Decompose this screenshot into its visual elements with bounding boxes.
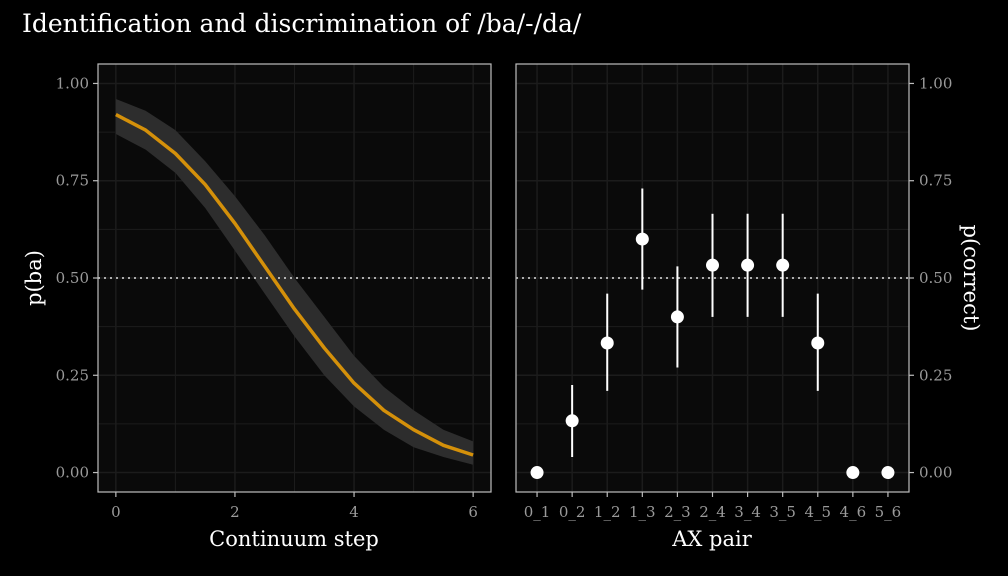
data-point (670, 310, 684, 324)
right-y-axis-title: p(correct) (959, 225, 983, 332)
right-x-tick-label: 1_3 (629, 503, 656, 521)
left-y-tick-label: 0.25 (56, 366, 89, 384)
chart-title: Identification and discrimination of /ba… (22, 9, 582, 38)
left-y-tick-label: 0.50 (56, 269, 89, 287)
right-x-tick-label: 4_6 (840, 503, 867, 521)
right-x-tick-label: 0_2 (559, 503, 586, 521)
data-point (635, 232, 649, 246)
left-y-tick-label: 1.00 (56, 74, 89, 92)
discrimination-panel: 0.00 0.25 0.50 0.75 1.00 0_1 0_2 1_2 1_3 2_3 2_4 3_… (515, 63, 952, 521)
data-point (811, 336, 825, 350)
data-point (741, 258, 755, 272)
data-point (600, 336, 614, 350)
confidence-ribbon (115, 99, 474, 465)
data-point (776, 258, 790, 272)
left-x-axis-title: Continuum step (209, 527, 379, 551)
data-point (706, 258, 719, 272)
right-x-axis-title: AX pair (671, 527, 752, 551)
right-x-tick-label: 3_4 (734, 503, 761, 521)
left-x-tick-label: 6 (468, 503, 478, 521)
right-x-tick-label: 3_5 (769, 503, 796, 521)
right-x-tick-label: 4_5 (804, 503, 831, 521)
left-y-tick-label: 0.75 (56, 172, 89, 190)
right-x-tick-label: 5_6 (875, 503, 902, 521)
right-y-tick-label: 0.50 (919, 269, 952, 287)
left-x-tick-label: 2 (230, 503, 240, 521)
left-x-tick-label: 0 (111, 503, 121, 521)
left-y-tick-label: 0.00 (56, 464, 89, 482)
left-y-axis-title: p(ba) (22, 250, 46, 306)
right-y-tick-label: 0.75 (919, 172, 952, 190)
data-point (881, 466, 895, 480)
right-y-tick-label: 0.25 (919, 366, 952, 384)
right-x-tick-label: 2_3 (664, 503, 691, 521)
data-point (565, 414, 579, 428)
identification-panel: 0.00 0.25 0.50 0.75 1.00 0 2 4 6 (56, 63, 492, 521)
right-x-tick-label: 0_1 (524, 503, 551, 521)
right-x-tick-label: 1_2 (594, 503, 621, 521)
right-y-tick-label: 1.00 (919, 74, 952, 92)
identification-curve (115, 113, 474, 457)
right-y-tick-label: 0.00 (919, 464, 952, 482)
left-x-tick-label: 4 (349, 503, 359, 521)
data-point (530, 466, 544, 480)
right-x-tick-label: 2_4 (699, 503, 726, 521)
data-point (846, 466, 860, 480)
